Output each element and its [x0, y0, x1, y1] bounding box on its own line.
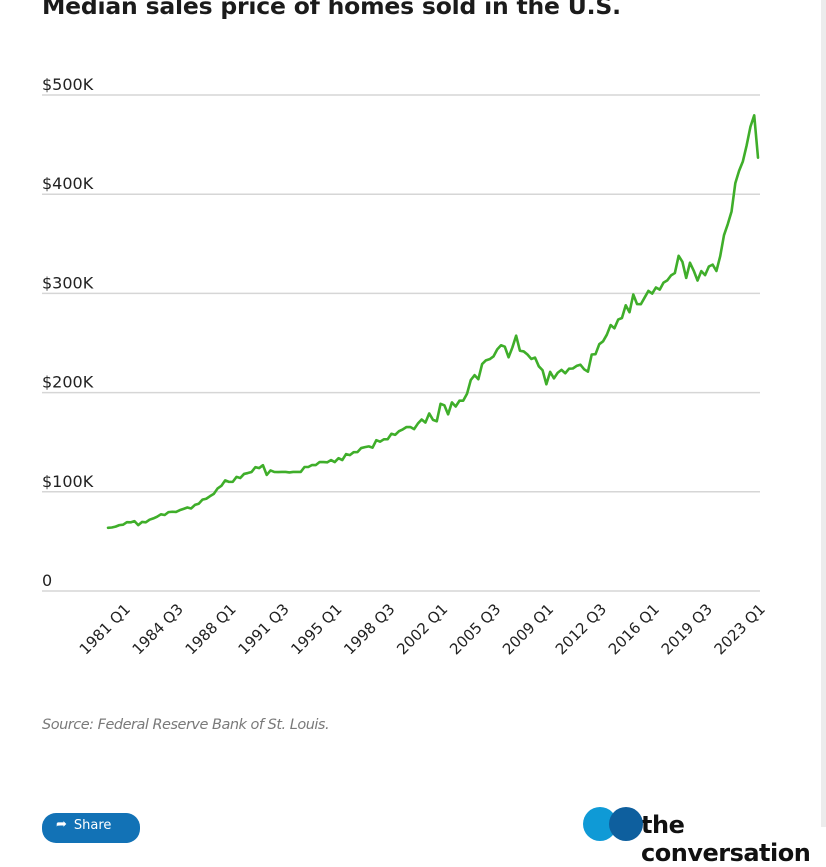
x-tick-label: 1984 Q3 — [129, 600, 187, 658]
share-icon: ➦ — [56, 817, 67, 832]
share-label: Share — [73, 818, 112, 833]
chart-title: Median sales price of homes sold in the … — [42, 0, 621, 20]
series-line-median-price — [106, 114, 760, 530]
x-tick-label: 1988 Q1 — [182, 600, 240, 658]
source-note: Source: Federal Reserve Bank of St. Loui… — [42, 717, 330, 733]
y-tick-label: $200K — [42, 373, 94, 392]
share-button[interactable]: ➦ Share — [42, 813, 140, 843]
y-tick-label: $100K — [42, 472, 94, 491]
y-tick-label: 0 — [42, 571, 52, 590]
x-tick-label: 1981 Q1 — [76, 600, 134, 658]
x-tick-label: 2009 Q1 — [499, 600, 557, 658]
y-axis-labels: 0 $100K $200K $300K $400K $500K — [42, 75, 94, 590]
x-tick-label: 2019 Q3 — [658, 600, 716, 658]
x-tick-label: 2005 Q3 — [446, 600, 504, 658]
x-tick-label: 1995 Q1 — [287, 600, 345, 658]
x-tick-label: 2016 Q1 — [605, 600, 663, 658]
gridlines — [42, 94, 760, 592]
x-tick-label: 1991 Q3 — [234, 600, 292, 658]
site-logo[interactable]: the conversation — [583, 807, 826, 867]
x-tick-label: 2023 Q1 — [711, 600, 769, 658]
x-tick-label: 1998 Q3 — [340, 600, 398, 658]
y-tick-label: $500K — [42, 75, 94, 94]
x-tick-label: 2012 Q3 — [552, 600, 610, 658]
y-tick-label: $300K — [42, 273, 94, 292]
y-tick-label: $400K — [42, 174, 94, 193]
page-scrollbar[interactable] — [821, 0, 826, 827]
logo-mark-icon — [583, 807, 643, 841]
logo-text: the conversation — [641, 811, 811, 867]
x-tick-label: 2002 Q1 — [393, 600, 451, 658]
